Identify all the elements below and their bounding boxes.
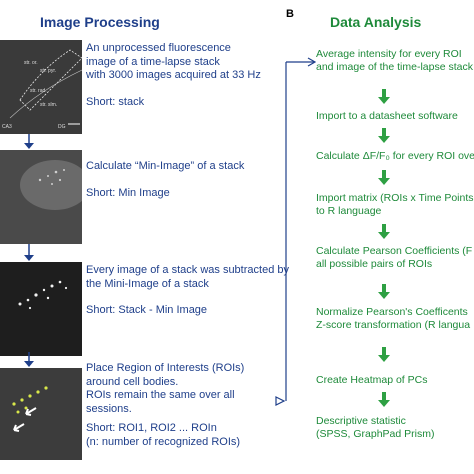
- left-title: Image Processing: [40, 14, 160, 30]
- down-arrow-icon: [378, 128, 390, 143]
- down-arrow-icon: [24, 244, 34, 261]
- down-arrow-icon: [378, 392, 390, 407]
- right-step-4: Import matrix (ROIs x Time Points to R la…: [316, 192, 474, 217]
- label-dg: DG: [58, 124, 66, 130]
- right-step-2: Import to a datasheet software: [316, 110, 458, 122]
- connector-bracket: [275, 57, 316, 406]
- down-arrow-icon: [378, 347, 390, 362]
- down-arrow-icon: [378, 170, 390, 185]
- right-step-3: Calculate ΔF/F₀ for every ROI over: [316, 150, 474, 162]
- right-step-6: Normalize Pearson's Coefficents Z-score t…: [316, 306, 471, 331]
- microscopy-image-subtracted: [0, 262, 82, 356]
- panel-label: B: [286, 8, 294, 20]
- down-arrow-icon: [24, 352, 34, 367]
- down-arrow-icon: [378, 224, 390, 239]
- right-step-7: Create Heatmap of PCs: [316, 374, 428, 386]
- label-str-or: str. or.: [24, 60, 38, 66]
- right-step-5: Calculate Pearson Coefficients (F all pos…: [316, 245, 473, 270]
- right-step-1: Average intensity for every ROI and image…: [316, 48, 473, 73]
- microscopy-image-rois: [0, 368, 82, 460]
- down-arrow-icon: [378, 89, 390, 104]
- microscopy-image-min: [0, 150, 82, 244]
- down-arrow-icon: [24, 134, 34, 149]
- right-title: Data Analysis: [330, 14, 422, 30]
- left-step-4: Place Region of Interests (ROIs) around …: [86, 362, 245, 448]
- label-str-rad: str. rad.: [30, 88, 47, 94]
- left-step-2: Calculate “Min-Image” of a stack Short: …: [86, 160, 245, 199]
- left-step-1: An unprocessed fluorescence image of a t…: [86, 42, 261, 108]
- left-step-3: Every image of a stack was subtracted by…: [86, 264, 289, 316]
- label-ca3: CA3: [2, 124, 12, 130]
- right-step-8: Descriptive statistic (SPSS, GraphPad Pri…: [316, 415, 435, 440]
- down-arrow-icon: [378, 284, 390, 299]
- label-str-slm: str. slm.: [40, 102, 57, 108]
- microscopy-image-stack: str. or. str. pyr. str. rad. str. slm. C…: [0, 40, 82, 134]
- label-str-pyr: str. pyr.: [40, 68, 56, 74]
